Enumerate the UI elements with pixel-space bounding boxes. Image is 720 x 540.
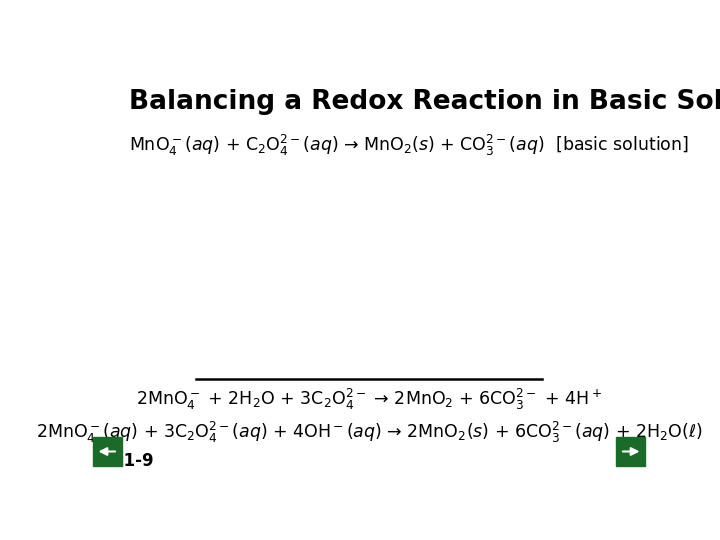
Text: 2MnO$_4^-$ + 2H$_2$O + 3C$_2$O$_4^{2-}$ → 2MnO$_2$ + 6CO$_3^{2-}$ + 4H$^+$: 2MnO$_4^-$ + 2H$_2$O + 3C$_2$O$_4^{2-}$ … bbox=[136, 387, 602, 412]
Text: MnO$_4^-$($aq$) + C$_2$O$_4^{2-}$($aq$) → MnO$_2$($s$) + CO$_3^{2-}$($aq$)  [bas: MnO$_4^-$($aq$) + C$_2$O$_4^{2-}$($aq$) … bbox=[129, 133, 689, 158]
Text: Balancing a Redox Reaction in Basic Solution: Balancing a Redox Reaction in Basic Solu… bbox=[129, 89, 720, 115]
Text: 21-9: 21-9 bbox=[112, 452, 154, 470]
Bar bbox=[93, 437, 122, 466]
Text: 2MnO$_4^-$($aq$) + 3C$_2$O$_4^{2-}$($aq$) + 4OH$^-$($aq$) → 2MnO$_2$($s$) + 6CO$: 2MnO$_4^-$($aq$) + 3C$_2$O$_4^{2-}$($aq$… bbox=[36, 420, 702, 445]
Bar bbox=[616, 437, 645, 466]
